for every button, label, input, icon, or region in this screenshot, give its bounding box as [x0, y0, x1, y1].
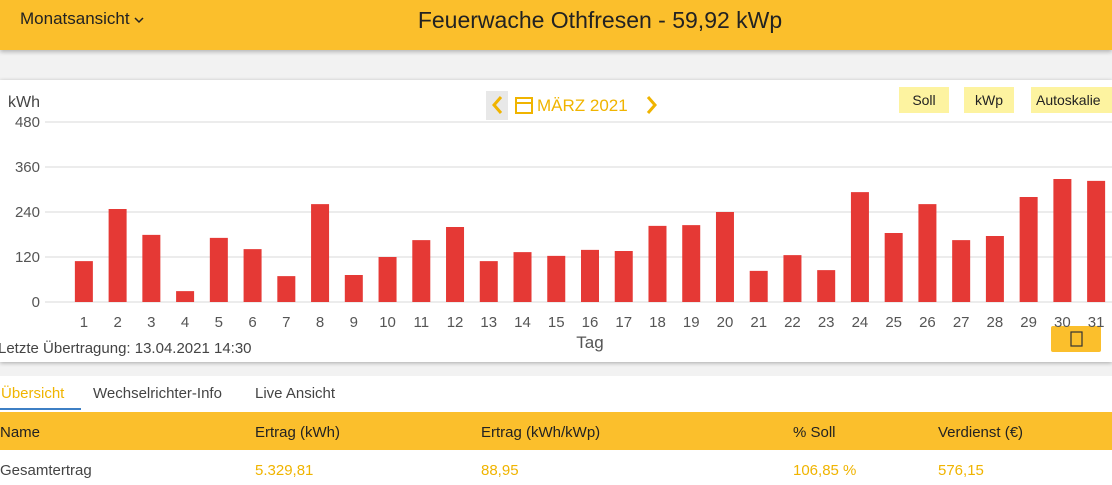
tab[interactable]: Live Ansicht	[255, 385, 336, 402]
column-header: Name	[0, 424, 41, 441]
tab[interactable]: Übersicht	[1, 385, 65, 402]
soll-button[interactable]: Soll	[899, 87, 949, 113]
download-button[interactable]	[1051, 326, 1101, 352]
column-header: Ertrag (kWh)	[255, 424, 341, 441]
column-header: Verdienst (€)	[938, 424, 1024, 441]
chart-card	[0, 80, 1112, 362]
last-transfer: Letzte Übertragung: 13.04.2021 14:30	[0, 340, 252, 357]
table-cell: 88,95	[481, 462, 519, 479]
active-tab-underline	[0, 408, 81, 410]
kwp-button[interactable]: kWp	[964, 87, 1014, 113]
page-title: Feuerwache Othfresen - 59,92 kWp	[417, 7, 783, 33]
column-header: Ertrag (kWh/kWp)	[481, 424, 601, 441]
column-header: % Soll	[793, 424, 836, 441]
table-cell: 106,85 %	[793, 462, 857, 479]
view-menu-label[interactable]: Monatsansicht	[20, 9, 130, 28]
autoscale-button[interactable]: Autoskalie	[1031, 87, 1112, 113]
tab[interactable]: Wechselrichter-Info	[93, 385, 222, 402]
table-header	[0, 412, 1112, 450]
header-bar: Monatsansicht Feuerwache Othfresen - 59,…	[0, 0, 1112, 50]
chevron-icon	[134, 16, 144, 23]
table-cell: 5.329,81	[255, 462, 314, 479]
table-cell: Gesamtertrag	[0, 462, 92, 479]
view-menu[interactable]: Monatsansicht	[20, 9, 144, 29]
table-cell: 576,15	[938, 462, 984, 479]
